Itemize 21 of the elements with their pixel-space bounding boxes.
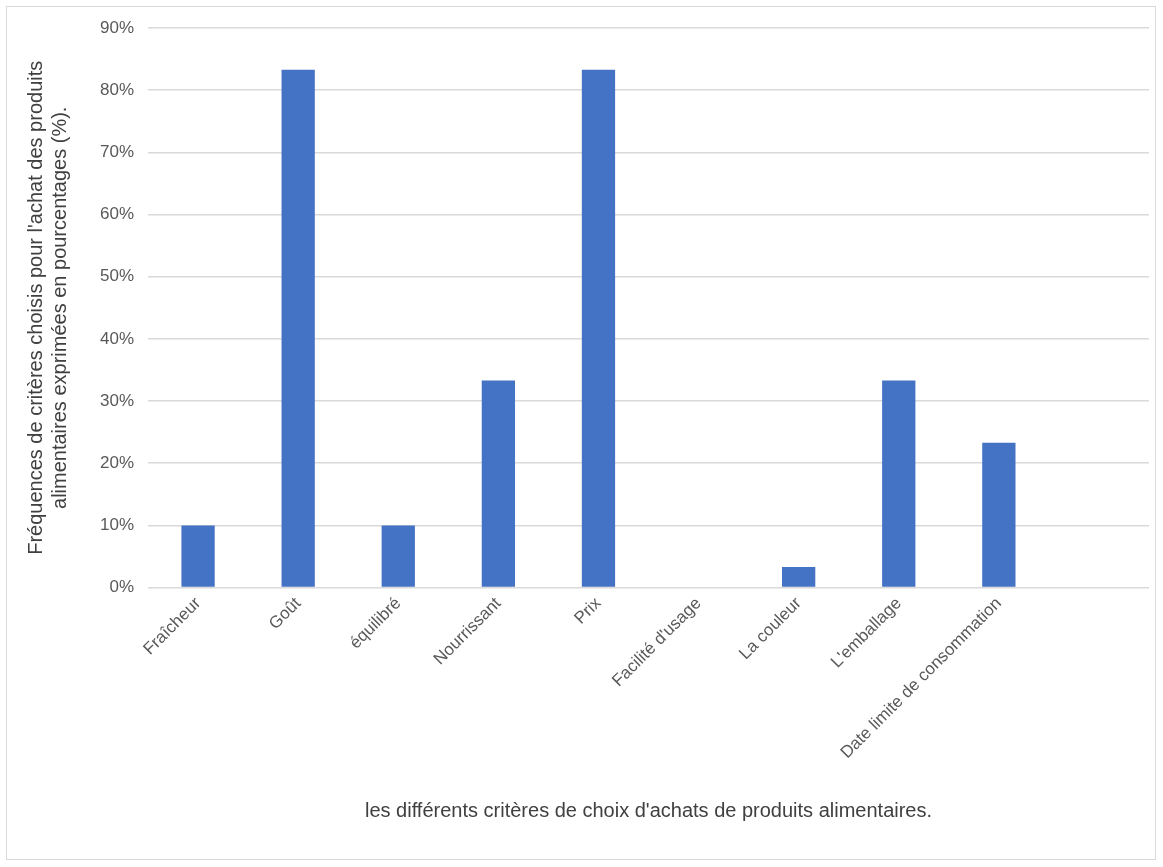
y-tick-label: 50% <box>99 266 135 286</box>
y-tick-label: 60% <box>99 204 135 224</box>
x-tick-label: Prix <box>570 593 605 628</box>
y-tick-label: 40% <box>99 328 135 348</box>
x-axis-title: les différents critères de choix d'achats de produits alimentaires. <box>364 798 933 821</box>
y-tick-label: 10% <box>99 515 135 535</box>
y-tick-label: 90% <box>99 17 135 37</box>
y-tick-label: 20% <box>99 452 135 472</box>
y-tick-label: 70% <box>99 142 135 162</box>
y-tick-label: 30% <box>99 390 135 410</box>
bar <box>281 69 315 587</box>
bar <box>181 525 215 587</box>
bar <box>581 69 616 587</box>
y-axis-title: Fréquences de critères choisis pour l'achat des produits alimentaires exprimées en pourcentages (%). <box>23 60 70 555</box>
y-tick-label: 80% <box>99 79 135 99</box>
bar <box>782 567 816 587</box>
bar <box>481 380 516 587</box>
bar <box>882 380 916 587</box>
y-tick-label: 0% <box>109 577 135 597</box>
bar <box>982 442 1016 587</box>
bar <box>381 525 415 587</box>
